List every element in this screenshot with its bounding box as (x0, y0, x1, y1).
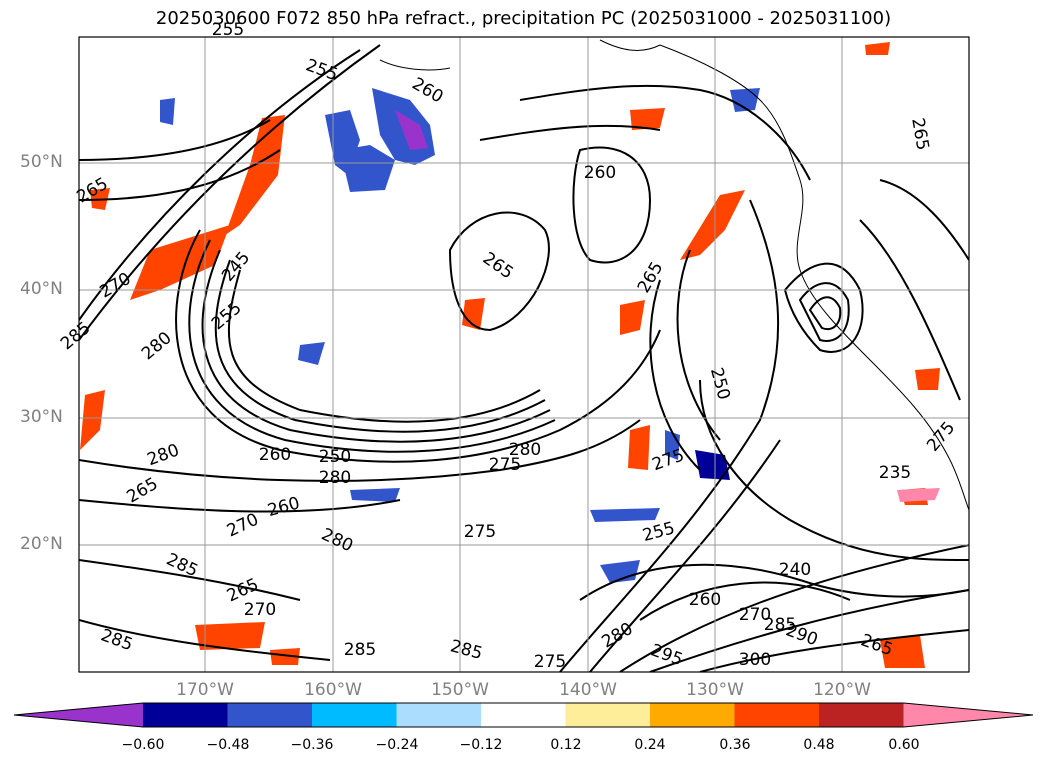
contour-label: 250 (706, 365, 734, 402)
contour-label: 260 (584, 163, 616, 183)
contour-label: 250 (319, 447, 351, 467)
contour-label: 280 (509, 440, 541, 460)
colorbar-segment (143, 703, 228, 727)
contour-label: 275 (489, 455, 521, 475)
contour-label: 285 (344, 640, 376, 660)
contour-label: 270 (244, 600, 276, 620)
colorbar (13, 702, 1034, 728)
refractivity-contours (79, 44, 969, 672)
lon-label: 170°W (176, 680, 234, 700)
lon-label: 120°W (813, 680, 871, 700)
contour-label: 275 (464, 522, 496, 542)
precip-shading (80, 42, 940, 668)
contour-label: 260 (408, 74, 446, 108)
map-frame (78, 36, 970, 673)
contour-label: 275 (923, 418, 959, 456)
contour-label: 280 (318, 525, 356, 557)
colorbar-tick: 0.24 (634, 737, 666, 753)
colorbar-segment (481, 703, 566, 727)
colorbar-tick: −0.24 (375, 737, 419, 753)
contour-label: 280 (319, 468, 351, 488)
contour-label: 255 (212, 20, 244, 40)
contour-label: 275 (534, 652, 566, 672)
contour-label: 280 (145, 440, 182, 470)
contour-label: 285 (98, 625, 135, 655)
map-title: 2025030600 F072 850 hPa refract., precip… (155, 8, 892, 29)
colorbar-tick: −0.60 (121, 737, 165, 753)
contour-label: 285 (163, 550, 201, 582)
contour-label: 275 (650, 445, 687, 475)
colorbar-tick: 0.60 (888, 737, 920, 753)
contour-label: 285 (764, 615, 796, 635)
contour-label: 255 (208, 298, 246, 334)
colorbar-tick: −0.36 (290, 737, 334, 753)
colorbar-tick: 0.48 (803, 737, 835, 753)
contour-label: 285 (448, 636, 485, 664)
lat-label: 40°N (20, 279, 63, 299)
contour-label: 255 (303, 55, 340, 85)
colorbar-segment (312, 703, 397, 727)
contour-label: 265 (479, 248, 517, 283)
contour-label: 265 (907, 116, 932, 151)
colorbar-segment (650, 703, 735, 727)
contour-label: 270 (224, 510, 262, 542)
contour-label: 265 (123, 474, 161, 508)
contour-label: 235 (879, 463, 911, 483)
contour-label: 265 (634, 258, 668, 296)
colorbar-segment (565, 703, 650, 727)
contour-label: 300 (739, 650, 771, 670)
colorbar-tick: 0.36 (719, 737, 751, 753)
lon-label: 130°W (686, 680, 744, 700)
contour-label: 270 (739, 605, 771, 625)
contour-label: 280 (138, 328, 176, 364)
lon-label: 150°W (431, 680, 489, 700)
lon-label: 140°W (559, 680, 617, 700)
lon-label: 160°W (304, 680, 362, 700)
contour-label: 265 (858, 630, 895, 660)
contour-label: 295 (648, 640, 685, 670)
colorbar-tick: −0.12 (459, 737, 503, 753)
coastlines (379, 39, 969, 511)
colorbar-segment (227, 703, 312, 727)
colorbar-segment (734, 703, 819, 727)
lat-label: 50°N (20, 152, 63, 172)
colorbar-segment (14, 703, 143, 727)
colorbar-outline (13, 702, 1034, 728)
contour-label: 240 (779, 560, 811, 580)
colorbar-tick: 0.12 (550, 737, 582, 753)
contour-label: 260 (689, 590, 721, 610)
gridlines (79, 37, 969, 672)
colorbar-tick: −0.48 (206, 737, 250, 753)
lat-label: 30°N (20, 407, 63, 427)
colorbar-segment (819, 703, 904, 727)
contour-label: 260 (259, 445, 291, 465)
colorbar-segment (396, 703, 481, 727)
contour-label: 285 (57, 318, 95, 354)
lat-label: 20°N (20, 534, 63, 554)
contour-label: 260 (265, 493, 302, 521)
colorbar-segment (903, 703, 1033, 727)
contour-label: 270 (96, 269, 134, 303)
